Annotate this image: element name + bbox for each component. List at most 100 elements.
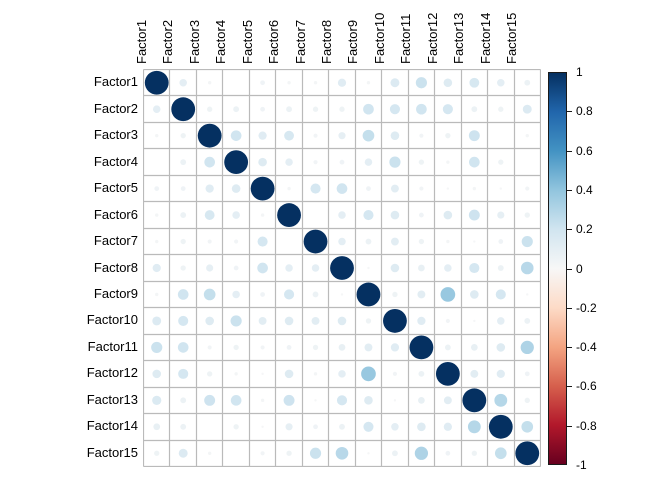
colorbar-tick xyxy=(567,111,572,112)
corr-circle xyxy=(283,394,295,406)
corr-circle xyxy=(154,186,160,191)
corr-circle xyxy=(498,106,504,112)
corr-circle xyxy=(362,129,375,142)
row-label-factor4: Factor4 xyxy=(93,153,138,169)
corr-circle xyxy=(233,424,239,430)
col-label-factor15: Factor15 xyxy=(504,12,520,64)
corr-circle xyxy=(472,186,477,191)
corr-circle xyxy=(277,203,301,227)
corr-circle xyxy=(363,421,374,432)
corr-circle xyxy=(525,186,530,191)
colorbar-tick xyxy=(567,308,572,309)
corr-circle xyxy=(338,237,346,246)
corr-circle xyxy=(206,264,214,272)
corr-circle xyxy=(444,264,452,272)
corr-circle xyxy=(494,393,508,407)
colorbar-tick xyxy=(567,190,572,191)
corr-circle xyxy=(154,450,160,456)
col-label-factor1: Factor1 xyxy=(133,19,149,64)
colorbar-tick-label: -0.2 xyxy=(576,301,597,315)
corr-circle xyxy=(366,186,371,191)
corr-circle xyxy=(312,106,319,112)
corr-circle xyxy=(207,371,213,377)
corr-circle xyxy=(498,159,504,165)
corr-circle xyxy=(390,184,399,193)
corr-circle xyxy=(303,229,328,254)
col-label-factor2: Factor2 xyxy=(160,19,176,64)
corr-circle xyxy=(470,369,479,378)
corr-circle xyxy=(446,160,450,164)
row-label-factor1: Factor1 xyxy=(93,74,138,90)
corr-circle xyxy=(467,420,481,434)
corr-circle xyxy=(260,292,265,297)
corr-circle xyxy=(365,238,372,245)
corr-circle xyxy=(418,370,425,377)
corr-circle xyxy=(494,447,507,460)
row-label-factor3: Factor3 xyxy=(93,127,138,143)
corr-circle xyxy=(468,130,480,142)
corr-circle xyxy=(468,209,480,221)
corr-circle xyxy=(417,422,426,432)
corr-circle xyxy=(469,77,480,88)
corr-circle xyxy=(496,369,505,378)
corr-circle xyxy=(367,452,370,455)
corr-circle xyxy=(285,423,293,431)
corr-circle xyxy=(462,388,487,413)
corr-circle xyxy=(311,316,320,325)
corr-circle xyxy=(230,395,242,406)
corr-circle xyxy=(338,370,346,378)
corr-circle xyxy=(340,293,344,296)
corr-circle xyxy=(258,131,267,140)
corr-circle xyxy=(363,103,374,115)
corr-circle xyxy=(313,372,318,376)
corr-circle xyxy=(260,398,265,403)
colorbar-tick-label: 0.8 xyxy=(576,104,593,118)
corr-circle xyxy=(234,239,239,244)
corr-circle xyxy=(231,184,241,193)
col-label-factor11: Factor11 xyxy=(398,13,414,64)
corr-circle xyxy=(155,213,159,217)
corr-circle xyxy=(366,81,371,85)
corr-circle xyxy=(498,239,504,244)
corr-circle xyxy=(155,239,159,244)
corr-circle xyxy=(180,397,187,404)
corr-circle xyxy=(330,256,354,280)
corr-circle xyxy=(310,183,321,194)
corr-circle xyxy=(314,399,317,402)
corr-circle xyxy=(179,78,187,87)
corr-circle xyxy=(524,318,531,324)
corr-circle xyxy=(207,451,212,455)
col-label-factor3: Factor3 xyxy=(186,19,202,64)
colorbar-tick-label: 1 xyxy=(576,65,583,79)
corr-circle xyxy=(440,287,456,302)
corr-circle xyxy=(496,343,506,352)
colorbar-tick-label: -1 xyxy=(576,458,587,472)
corr-circle xyxy=(203,288,216,301)
row-label-factor12: Factor12 xyxy=(86,365,138,381)
corr-circle xyxy=(339,423,345,430)
corr-circle xyxy=(495,289,506,300)
corr-circle xyxy=(285,158,293,166)
corr-circle xyxy=(336,183,348,194)
corr-circle xyxy=(152,395,162,405)
corr-circle xyxy=(337,78,347,87)
corr-circle xyxy=(361,366,376,382)
corr-circle xyxy=(393,399,397,402)
corr-circle xyxy=(338,211,346,219)
corr-circle xyxy=(418,238,425,245)
corr-circle xyxy=(418,396,425,404)
corr-circle xyxy=(418,159,425,165)
corr-circle xyxy=(488,414,513,439)
colorbar-tick xyxy=(567,269,572,270)
corr-circle xyxy=(497,78,505,87)
col-label-factor12: Factor12 xyxy=(424,12,440,64)
corr-circle xyxy=(471,106,478,113)
corr-circle xyxy=(180,159,187,166)
corr-circle xyxy=(521,420,534,433)
corr-circle xyxy=(284,316,294,326)
corr-circle xyxy=(261,425,264,428)
corr-circle xyxy=(525,133,529,138)
corr-circle xyxy=(180,265,186,271)
row-label-factor2: Factor2 xyxy=(93,100,138,116)
